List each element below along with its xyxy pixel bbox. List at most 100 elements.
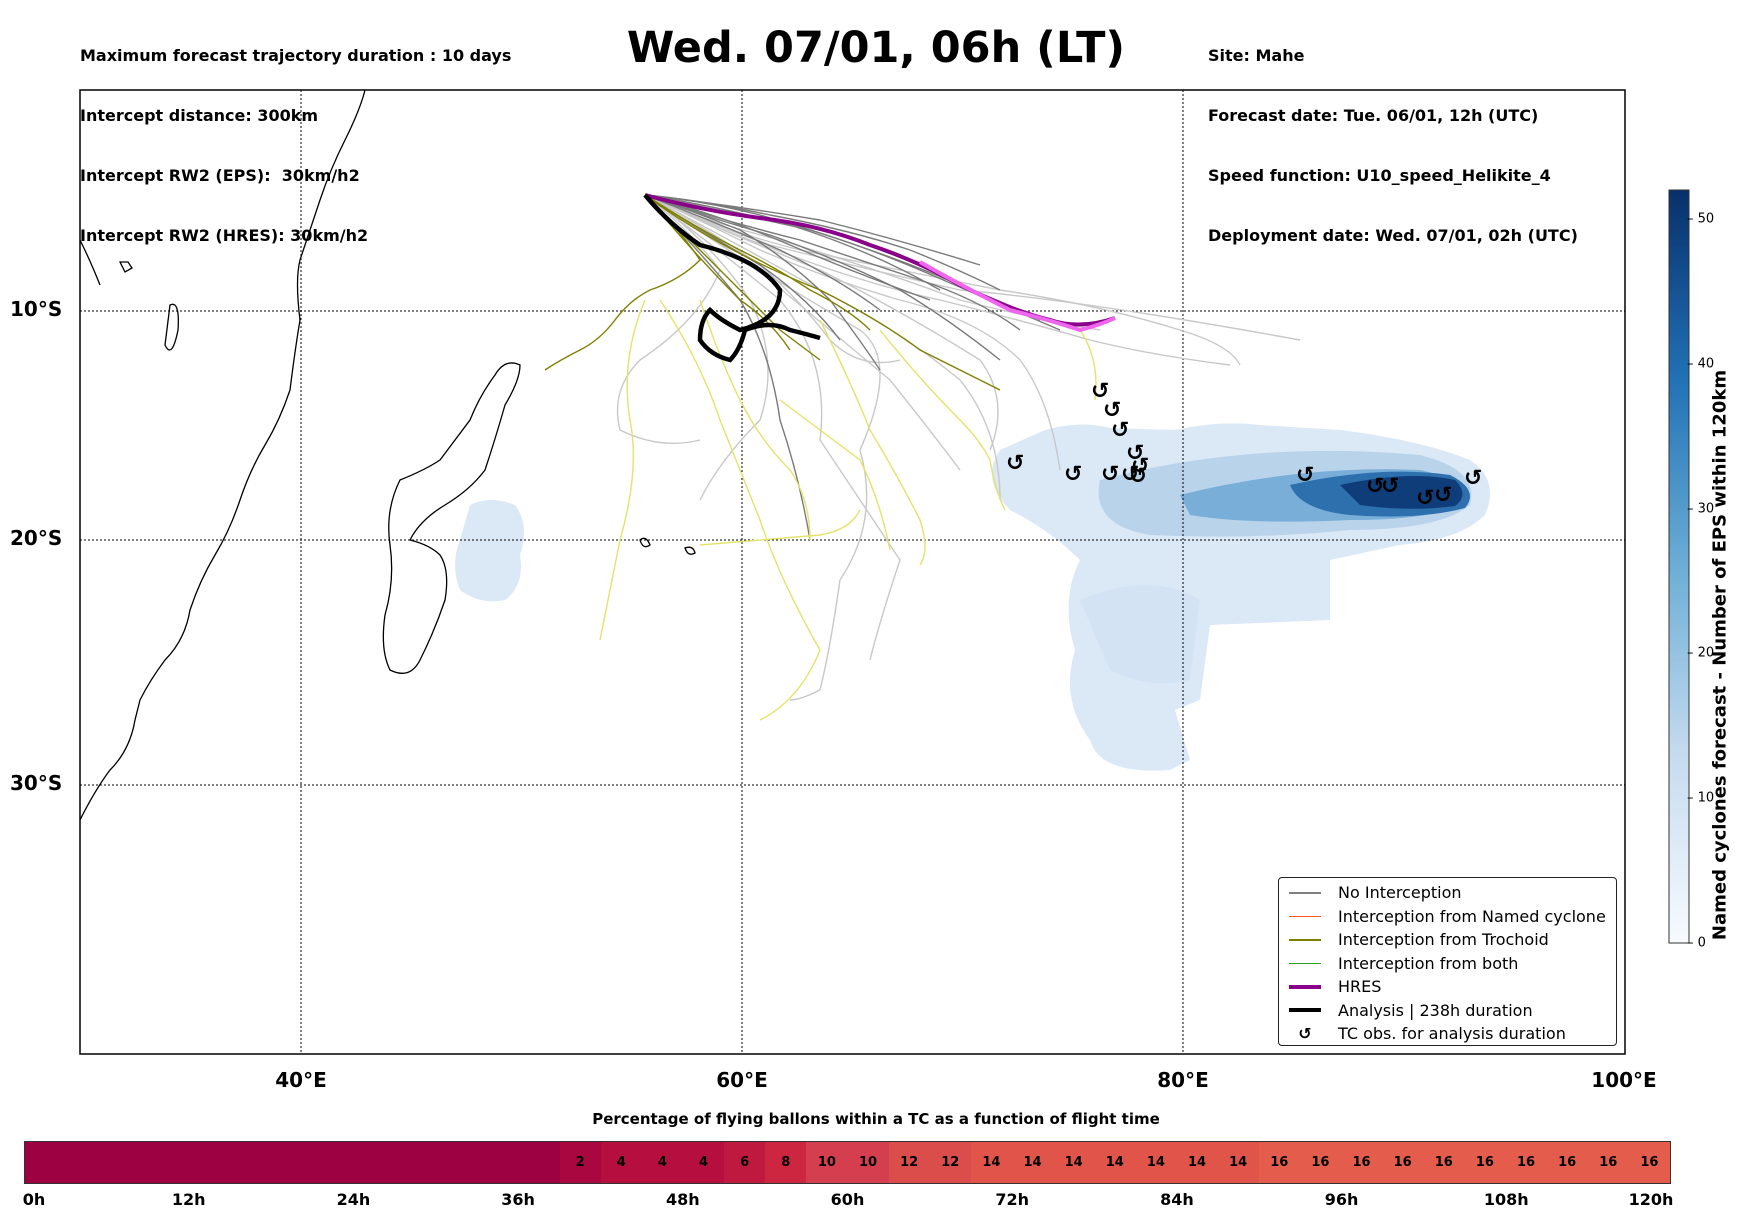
legend-item: Interception from Trochoid — [1279, 928, 1616, 952]
flight-time-segment: 16 — [1546, 1142, 1588, 1183]
map-legend: No Interception Interception from Named c… — [1278, 877, 1617, 1046]
flight-time-tick-label: 48h — [665, 1190, 700, 1209]
legend-line-swatch — [1287, 1008, 1323, 1013]
flight-time-segment: 14 — [1094, 1142, 1136, 1183]
tc-symbol: ↺ — [1434, 483, 1453, 508]
map-frame — [79, 89, 1626, 1055]
flight-time-segment: 4 — [600, 1142, 642, 1183]
legend-item: ↺ TC obs. for analysis duration — [1279, 1022, 1616, 1046]
lat-label-30s: 30°S — [10, 771, 63, 795]
coastlines — [80, 90, 696, 821]
tc-symbol: ↺ — [1129, 464, 1148, 489]
flight-time-segment — [230, 1142, 272, 1183]
flight-time-segment: 16 — [1299, 1142, 1341, 1183]
legend-item: Interception from Named cyclone — [1279, 905, 1616, 929]
colorbar-tick-label: – 50 — [1687, 211, 1715, 227]
flight-time-bar: 2 4 4 4 6 8 10 10 12 12 14 14 14 14 14 14 14 16 16 16 16 16 16… — [24, 1141, 1671, 1184]
flight-time-segment — [518, 1142, 560, 1183]
tc-symbol: ↺ — [1464, 466, 1483, 491]
legend-label: Analysis | 238h duration — [1338, 1000, 1533, 1020]
header-max-duration: Maximum forecast trajectory duration : 1… — [80, 46, 512, 65]
header-deployment-date: Deployment date: Wed. 07/01, 02h (UTC) — [1208, 226, 1578, 245]
flight-time-segment: 12 — [929, 1142, 971, 1183]
header-forecast-date: Forecast date: Tue. 06/01, 12h (UTC) — [1208, 106, 1539, 125]
flight-time-bar-title: Percentage of flying ballons within a TC… — [592, 1110, 1160, 1128]
legend-line-swatch — [1287, 984, 1323, 989]
tc-symbol: ↺ — [1296, 463, 1315, 488]
flight-time-segment: 16 — [1382, 1142, 1424, 1183]
tc-symbol: ↺ — [1006, 451, 1025, 476]
legend-line-swatch — [1287, 962, 1323, 964]
flight-time-tick-label: 12h — [171, 1190, 206, 1209]
tc-symbol: ↺ — [1126, 441, 1145, 466]
flight-time-segment — [354, 1142, 396, 1183]
lon-label-60e: 60°E — [716, 1068, 768, 1092]
flight-time-segment: 12 — [888, 1142, 930, 1183]
tc-symbol: ↺ — [1101, 462, 1120, 487]
flight-time-segment — [107, 1142, 149, 1183]
legend-label: No Interception — [1338, 883, 1462, 903]
flight-time-segment: 16 — [1587, 1142, 1629, 1183]
colorbar-tick-label: – 40 — [1687, 356, 1715, 372]
colorbar-tick-label: – 30 — [1687, 501, 1715, 517]
flight-time-segment: 14 — [1135, 1142, 1177, 1183]
flight-time-tick-label: 96h — [1324, 1190, 1359, 1209]
map-title: Wed. 07/01, 06h (LT) — [626, 23, 1126, 73]
legend-label: Interception from Trochoid — [1338, 930, 1549, 950]
tc-symbol: ↺ — [1121, 462, 1140, 487]
lon-label-100e: 100°E — [1591, 1068, 1657, 1092]
header-site: Site: Mahe — [1208, 46, 1305, 65]
flight-time-segment: 16 — [1464, 1142, 1506, 1183]
legend-label: HRES — [1338, 977, 1382, 997]
colorbar-tick-label: – 0 — [1687, 935, 1706, 951]
tc-symbol-icon: ↺ — [1298, 1024, 1312, 1044]
header-left: Maximum forecast trajectory duration : 1… — [80, 6, 511, 266]
flight-time-segment: 14 — [1012, 1142, 1054, 1183]
flight-time-segment: 14 — [1217, 1142, 1259, 1183]
legend-label: TC obs. for analysis duration — [1338, 1024, 1566, 1044]
legend-item: Interception from both — [1279, 952, 1616, 976]
tc-symbol: ↺ — [1091, 379, 1110, 404]
lat-label-20s: 20°S — [10, 526, 63, 550]
legend-label: Interception from both — [1338, 953, 1519, 973]
legend-label: Interception from Named cyclone — [1338, 906, 1606, 926]
tc-symbol: ↺ — [1416, 486, 1435, 511]
colorbar-tick-label: – 10 — [1687, 790, 1715, 806]
tc-symbol: ↺ — [1381, 474, 1400, 499]
flight-time-segment: 2 — [559, 1142, 601, 1183]
hres-trajectory-late — [919, 260, 1116, 333]
flight-time-tick-label: 72h — [995, 1190, 1030, 1209]
tc-symbol: ↺ — [1366, 474, 1385, 499]
analysis-trajectory — [643, 193, 821, 363]
legend-line-swatch — [1287, 915, 1323, 917]
header-right: Site: Mahe Forecast date: Tue. 06/01, 12… — [1208, 6, 1578, 266]
flight-time-tick-label: 120h — [1628, 1190, 1674, 1209]
flight-time-segment: 6 — [724, 1142, 766, 1183]
header-speed-function: Speed function: U10_speed_Helikite_4 — [1208, 166, 1551, 185]
flight-time-segment — [312, 1142, 354, 1183]
flight-time-segment: 8 — [765, 1142, 807, 1183]
legend-item: No Interception — [1279, 881, 1616, 905]
flight-time-tick-label: 108h — [1483, 1190, 1529, 1209]
flight-time-segment — [66, 1142, 108, 1183]
flight-time-segment — [395, 1142, 437, 1183]
colorbar-tick-label: – 20 — [1687, 645, 1715, 661]
trajectories-trochoid — [544, 194, 1001, 391]
flight-time-tick-label: 0h — [22, 1190, 46, 1209]
flight-time-tick-label: 84h — [1160, 1190, 1194, 1209]
tc-symbol: ↺ — [1064, 462, 1083, 487]
lon-label-40e: 40°E — [275, 1068, 327, 1092]
tc-symbol: ↺ — [1131, 454, 1150, 479]
flight-time-segment: 10 — [806, 1142, 848, 1183]
flight-time-segment: 10 — [847, 1142, 889, 1183]
flight-time-segment: 4 — [641, 1142, 683, 1183]
legend-item: Analysis | 238h duration — [1279, 999, 1616, 1023]
flight-time-segment: 14 — [970, 1142, 1012, 1183]
flight-time-segment — [25, 1142, 67, 1183]
flight-time-segment: 16 — [1505, 1142, 1547, 1183]
trajectories-trochoid-yellow — [599, 299, 1097, 721]
header-intercept-hres: Intercept RW2 (HRES): 30km/h2 — [80, 226, 369, 245]
flight-time-segment: 14 — [1176, 1142, 1218, 1183]
flight-time-segment: 16 — [1341, 1142, 1383, 1183]
